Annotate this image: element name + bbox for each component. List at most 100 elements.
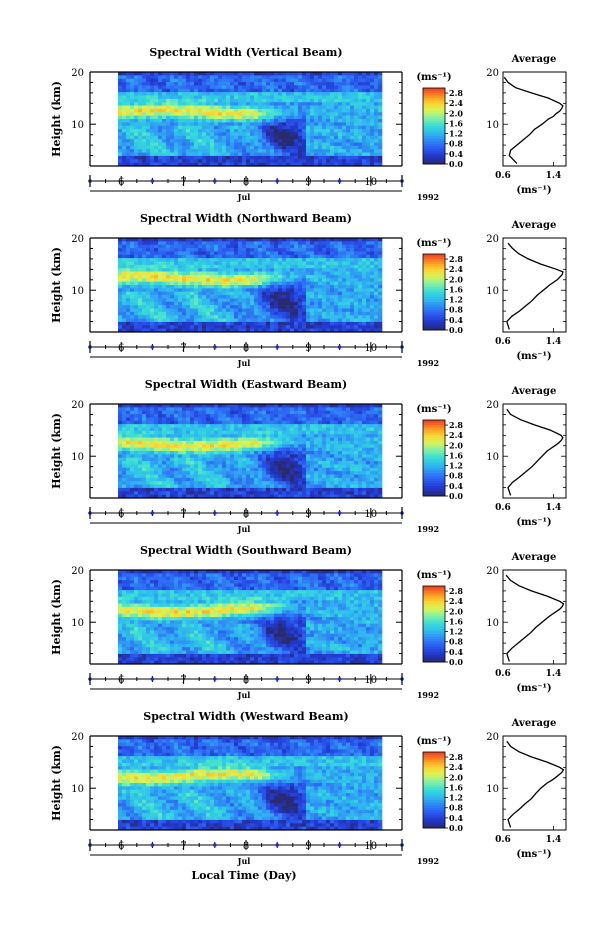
heatmap-cell [162, 420, 167, 425]
heatmap-cell [146, 424, 151, 428]
heatmap-cell [202, 115, 207, 120]
heatmap-cell [218, 424, 223, 428]
heatmap-cell [146, 119, 151, 123]
heatmap-cell [234, 487, 239, 492]
heatmap-cell [174, 417, 179, 422]
heatmap-cell [378, 85, 383, 90]
heatmap-cell [358, 301, 363, 306]
heatmap-cell [314, 274, 319, 279]
heatmap-cell [134, 122, 139, 127]
heatmap-cell [254, 112, 259, 116]
heatmap-cell [142, 135, 147, 140]
heatmap-cell [258, 85, 263, 90]
colorbar-band [423, 324, 445, 328]
heatmap-cell [150, 95, 155, 100]
heatmap-cell [178, 471, 183, 475]
heatmap-cell [330, 261, 335, 266]
heatmap-cell [126, 248, 131, 252]
heatmap-cell [186, 444, 191, 448]
heatmap-cell [182, 285, 187, 289]
heatmap-cell [198, 248, 203, 252]
heatmap-cell [194, 414, 199, 418]
heatmap-cell [310, 321, 315, 326]
heatmap-cell [126, 119, 131, 123]
heatmap-cell [158, 464, 163, 469]
heatmap-cell [230, 404, 235, 408]
heatmap-cell [286, 92, 291, 96]
heatmap-cell [330, 119, 335, 123]
heatmap-cell [330, 125, 335, 130]
heatmap-cell [182, 417, 187, 422]
heatmap-cell [162, 258, 167, 262]
heatmap-cell [242, 122, 247, 127]
heatmap-cell [290, 315, 295, 319]
heatmap-cell [350, 248, 355, 252]
heatmap-cell [158, 92, 163, 96]
heatmap-cell [206, 95, 211, 100]
heatmap-cell [286, 264, 291, 269]
heatmap-cell [170, 404, 175, 408]
colorbar-band [423, 281, 445, 285]
heatmap-cell [242, 132, 247, 137]
heatmap-cell [294, 159, 299, 163]
heatmap-cell [122, 447, 127, 452]
heatmap-cell [118, 295, 123, 299]
heatmap-cell [218, 318, 223, 323]
heatmap-cell [210, 271, 215, 276]
heatmap-cell [138, 241, 143, 246]
heatmap-cell [142, 75, 147, 80]
heatmap-cell [186, 108, 191, 113]
heatmap-cell [198, 461, 203, 465]
heatmap-cell [286, 112, 291, 116]
heatmap-cell [322, 318, 327, 323]
heatmap-cell [326, 145, 331, 150]
heatmap-cell [218, 414, 223, 418]
heatmap-cell [266, 325, 271, 329]
heatmap-cell [346, 274, 351, 279]
heatmap-cell [182, 88, 187, 93]
heatmap-cell [274, 132, 279, 137]
heatmap-cell [214, 454, 219, 459]
heatmap-cell [222, 92, 227, 96]
heatmap-cell [310, 318, 315, 323]
heatmap-cell [254, 248, 259, 252]
heatmap-cell [150, 108, 155, 113]
heatmap-cell [222, 88, 227, 93]
heatmap-cell [338, 298, 343, 303]
heatmap-cell [362, 119, 367, 123]
heatmap-cell [322, 112, 327, 116]
heatmap-cell [174, 139, 179, 143]
heatmap-cell [278, 105, 283, 110]
heatmap-cell [166, 434, 171, 438]
heatmap-cell [214, 494, 219, 499]
heatmap-cell [238, 474, 243, 479]
heatmap-cell [126, 298, 131, 303]
heatmap-cell [222, 420, 227, 425]
heatmap-cell [130, 274, 135, 279]
heatmap-cell [278, 298, 283, 303]
heatmap-cell [226, 82, 231, 86]
heatmap-cell [122, 464, 127, 469]
heatmap-cell [166, 325, 171, 329]
heatmap-cell [246, 407, 251, 412]
heatmap-cell [162, 274, 167, 279]
heatmap-cell [162, 315, 167, 319]
heatmap-cell [194, 162, 199, 167]
heatmap-cell [214, 102, 219, 106]
heatmap-cell [194, 281, 199, 286]
heatmap-cell [118, 410, 123, 415]
heatmap-cell [150, 78, 155, 83]
heatmap-cell [154, 467, 159, 472]
heatmap-cell [154, 308, 159, 313]
heatmap-cell [342, 315, 347, 319]
heatmap-cell [330, 149, 335, 153]
heatmap-cell [310, 274, 315, 279]
heatmap-cell [306, 281, 311, 286]
heatmap-cell [154, 251, 159, 256]
heatmap-cell [202, 404, 207, 408]
heatmap-cell [238, 122, 243, 127]
heatmap-cell [214, 440, 219, 445]
heatmap-cell [346, 248, 351, 252]
heatmap-cell [138, 85, 143, 90]
heatmap-cell [322, 88, 327, 93]
